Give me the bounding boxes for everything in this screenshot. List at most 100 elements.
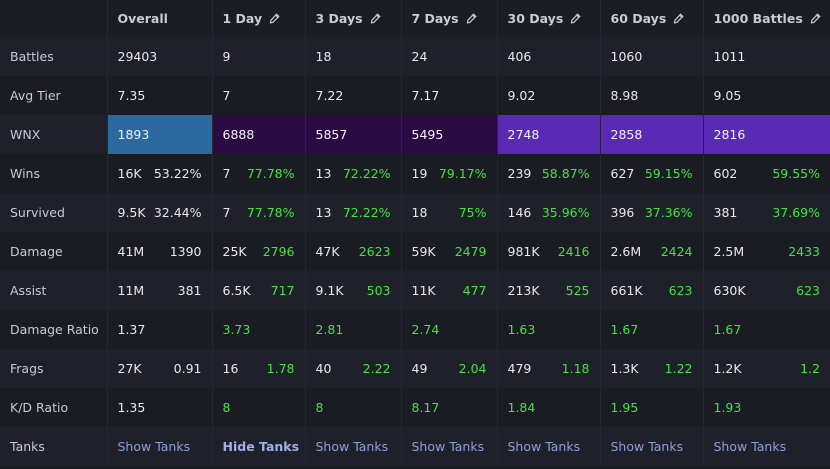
cell-rate: 79.17% bbox=[438, 166, 487, 181]
cell-rate: 1.18 bbox=[561, 361, 590, 376]
pencil-icon[interactable] bbox=[673, 13, 684, 24]
cell-1000-battles: Show Tanks bbox=[703, 427, 830, 466]
cell-rate: 1390 bbox=[169, 244, 202, 259]
cell-total: 239 bbox=[507, 166, 532, 181]
cell-total: 7 bbox=[222, 166, 231, 181]
cell-pair: 59K 2479 bbox=[412, 244, 487, 259]
pencil-icon[interactable] bbox=[370, 13, 381, 24]
cell-overall: 9.5K 32.44% bbox=[107, 193, 213, 232]
column-header-overall: Overall bbox=[107, 0, 213, 37]
cell-1-day: 7 bbox=[212, 76, 306, 115]
cell-overall: 27K 0.91 bbox=[107, 349, 213, 388]
cell-1-day: 25K 2796 bbox=[212, 232, 306, 271]
table-row-frags: Frags 27K 0.91 16 1.78 40 2.22 49 2.04 479 1.18 1.3… bbox=[0, 349, 830, 388]
table-row-wins: Wins 16K 53.22% 7 77.78% 13 72.22% 19 79.17% 239 5… bbox=[0, 154, 830, 193]
cell-pair: 11K 477 bbox=[412, 283, 487, 298]
row-label: Survived bbox=[0, 193, 108, 232]
cell-total: 396 bbox=[610, 205, 635, 220]
cell-total: 602 bbox=[713, 166, 738, 181]
cell-pair: 1.2K 1.2 bbox=[714, 361, 821, 376]
row-label: Frags bbox=[0, 349, 108, 388]
column-header-7-days: 7 Days bbox=[401, 0, 498, 37]
cell-pair: 41M 1390 bbox=[118, 244, 202, 259]
table-body: Battles 29403 9 18 24 406 1060 1011 Avg Tier 7.35… bbox=[0, 37, 830, 466]
cell-total: 18 bbox=[411, 205, 428, 220]
cell-rate: 77.78% bbox=[246, 166, 295, 181]
cell-total: 16K bbox=[117, 166, 142, 181]
pencil-icon[interactable] bbox=[466, 13, 477, 24]
cell-rate: 623 bbox=[668, 283, 693, 298]
pencil-icon[interactable] bbox=[570, 13, 581, 24]
cell-3-days: 13 72.22% bbox=[305, 193, 402, 232]
cell-7-days: 18 75% bbox=[401, 193, 498, 232]
show-tanks-link-1000-battles[interactable]: Show Tanks bbox=[713, 439, 787, 454]
hide-tanks-link-1-day[interactable]: Hide Tanks bbox=[222, 439, 300, 454]
cell-total: 2.5M bbox=[713, 244, 745, 259]
cell-rate: 75% bbox=[458, 205, 487, 220]
cell-total: 381 bbox=[713, 205, 738, 220]
show-tanks-link-30-days[interactable]: Show Tanks bbox=[507, 439, 581, 454]
cell-total: 11K bbox=[411, 283, 436, 298]
pencil-icon[interactable] bbox=[269, 13, 280, 24]
cell-1-day: 16 1.78 bbox=[212, 349, 306, 388]
cell-30-days: 239 58.87% bbox=[497, 154, 601, 193]
wnx-cell-3-days: 5857 bbox=[305, 115, 402, 154]
row-label: Battles bbox=[0, 37, 108, 76]
cell-30-days: 981K 2416 bbox=[497, 232, 601, 271]
table-row-assist: Assist 11M 381 6.5K 717 9.1K 503 11K 477 213K 525 6… bbox=[0, 271, 830, 310]
cell-30-days: 1.63 bbox=[497, 310, 601, 349]
cell-pair: 47K 2623 bbox=[316, 244, 391, 259]
cell-total: 49 bbox=[411, 361, 428, 376]
cell-pair: 9.1K 503 bbox=[316, 283, 391, 298]
cell-overall: 1.37 bbox=[107, 310, 213, 349]
wnx-cell-overall: 1893 bbox=[107, 115, 213, 154]
wnx-cell-7-days: 5495 bbox=[401, 115, 498, 154]
cell-overall: 29403 bbox=[107, 37, 213, 76]
cell-total: 479 bbox=[507, 361, 532, 376]
cell-30-days: 146 35.96% bbox=[497, 193, 601, 232]
cell-3-days: 8 bbox=[305, 388, 402, 427]
cell-pair: 627 59.15% bbox=[611, 166, 693, 181]
cell-total: 13 bbox=[315, 166, 332, 181]
cell-overall: 41M 1390 bbox=[107, 232, 213, 271]
cell-1-day: 9 bbox=[212, 37, 306, 76]
row-label: WNX bbox=[0, 115, 108, 154]
cell-60-days: 396 37.36% bbox=[600, 193, 704, 232]
cell-pair: 18 75% bbox=[412, 205, 487, 220]
cell-rate: 72.22% bbox=[342, 205, 391, 220]
cell-7-days: 2.74 bbox=[401, 310, 498, 349]
cell-1000-battles: 602 59.55% bbox=[703, 154, 830, 193]
cell-60-days: 661K 623 bbox=[600, 271, 704, 310]
show-tanks-link-overall[interactable]: Show Tanks bbox=[117, 439, 191, 454]
pencil-icon[interactable] bbox=[810, 13, 821, 24]
show-tanks-link-3-days[interactable]: Show Tanks bbox=[315, 439, 389, 454]
cell-total: 1.3K bbox=[610, 361, 639, 376]
cell-rate: 717 bbox=[270, 283, 295, 298]
cell-pair: 9.5K 32.44% bbox=[118, 205, 202, 220]
cell-1000-battles: 1.93 bbox=[703, 388, 830, 427]
wnx-cell-1000-battles: 2816 bbox=[703, 115, 830, 154]
cell-total: 627 bbox=[610, 166, 635, 181]
cell-rate: 1.78 bbox=[266, 361, 295, 376]
show-tanks-link-60-days[interactable]: Show Tanks bbox=[610, 439, 684, 454]
cell-60-days: 1.3K 1.22 bbox=[600, 349, 704, 388]
row-label: Assist bbox=[0, 271, 108, 310]
cell-rate: 2796 bbox=[262, 244, 295, 259]
cell-total: 40 bbox=[315, 361, 332, 376]
cell-3-days: 7.22 bbox=[305, 76, 402, 115]
cell-rate: 623 bbox=[796, 283, 820, 298]
table-row-tanks: Tanks Show Tanks Hide Tanks Show Tanks Show … bbox=[0, 427, 830, 466]
table-row-wnx: WNX 1893 6888 5857 5495 2748 2858 2816 bbox=[0, 115, 830, 154]
cell-1-day: Hide Tanks bbox=[212, 427, 306, 466]
cell-1000-battles: 1011 bbox=[703, 37, 830, 76]
cell-overall: 16K 53.22% bbox=[107, 154, 213, 193]
cell-total: 213K bbox=[507, 283, 540, 298]
show-tanks-link-7-days[interactable]: Show Tanks bbox=[411, 439, 485, 454]
cell-rate: 2.04 bbox=[458, 361, 487, 376]
cell-30-days: 406 bbox=[497, 37, 601, 76]
cell-60-days: 8.98 bbox=[600, 76, 704, 115]
table-row-avg-tier: Avg Tier 7.35 7 7.22 7.17 9.02 8.98 9.05 bbox=[0, 76, 830, 115]
cell-rate: 1.2 bbox=[800, 361, 820, 376]
cell-total: 59K bbox=[411, 244, 436, 259]
cell-pair: 1.3K 1.22 bbox=[611, 361, 693, 376]
